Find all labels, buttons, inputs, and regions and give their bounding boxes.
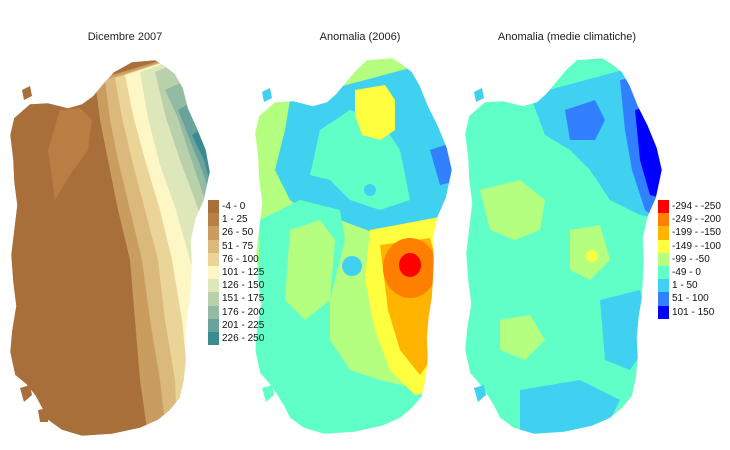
legend-item: 151 - 175: [208, 292, 265, 306]
legend-item: 76 - 100: [208, 252, 264, 266]
legend-label: 151 - 175: [222, 293, 265, 305]
legend-item: -4 - 0: [208, 200, 264, 214]
legend-swatch: [208, 305, 219, 319]
legend-item: 1 - 50: [658, 279, 721, 293]
legend-label: -99 - -50: [672, 253, 710, 265]
legend-swatch: [208, 331, 219, 346]
legend-item: 101 - 150: [658, 305, 721, 319]
legend-swatch: [658, 279, 669, 293]
legend-swatch: [658, 239, 669, 253]
legend-swatch: [208, 279, 219, 293]
legend-item: -294 - -250: [658, 200, 721, 214]
legend-label: -199 - -150: [672, 227, 721, 239]
legend-item: 1 - 25: [208, 213, 264, 227]
legend-item: -99 - -50: [658, 252, 721, 266]
legend-swatch: [658, 292, 669, 306]
legend-label: -149 - -100: [672, 240, 721, 252]
legend-label: 126 - 150: [222, 280, 265, 292]
legend-label: 226 - 250: [222, 332, 265, 344]
legend-label: 76 - 100: [222, 253, 259, 265]
legend-item: -249 - -200: [658, 213, 721, 227]
legend-label: -294 - -250: [672, 201, 721, 213]
legend-swatch: [658, 226, 669, 240]
legend-item: -149 - -100: [658, 239, 721, 253]
legend-label: 201 - 225: [222, 319, 265, 331]
legend-label: 51 - 75: [222, 240, 254, 252]
legend-swatch: [208, 265, 219, 280]
legend-label: 51 - 100: [672, 293, 709, 305]
legend-label: -49 - 0: [672, 267, 701, 279]
anomaly-legend: -294 - -250 -249 - -200 -199 - -150 -149 - …: [658, 200, 721, 319]
legend-item: -49 - 0: [658, 265, 721, 280]
legend-swatch: [208, 318, 219, 332]
legend-label: 101 - 150: [672, 306, 715, 318]
legend-swatch: [208, 239, 219, 253]
legend-item: 226 - 250: [208, 331, 265, 346]
legend-label: -249 - -200: [672, 214, 721, 226]
legend-label: -4 - 0: [222, 201, 246, 213]
legend-swatch: [658, 265, 669, 280]
map-title-anomaly-climate: Anomalia (medie climatiche): [497, 31, 637, 43]
legend-item: 176 - 200: [208, 305, 265, 319]
legend-label: 176 - 200: [222, 306, 265, 318]
legend-swatch: [208, 200, 219, 214]
legend-item: 101 - 125: [208, 265, 265, 280]
legend-label: 1 - 50: [672, 280, 698, 292]
legend-label: 26 - 50: [222, 227, 254, 239]
legend-swatch: [208, 213, 219, 227]
map-title-precipitation: Dicembre 2007: [87, 31, 163, 43]
legend-swatch: [208, 252, 219, 266]
legend-swatch: [208, 226, 219, 240]
legend-item: 26 - 50: [208, 226, 264, 240]
legend-item: 51 - 100: [658, 292, 721, 306]
legend-item: 126 - 150: [208, 279, 265, 293]
legend-item: 51 - 75: [208, 239, 264, 253]
legend-swatch: [658, 213, 669, 227]
legend-label: 101 - 125: [222, 267, 265, 279]
legend-swatch: [658, 200, 669, 214]
legend-swatch: [208, 292, 219, 306]
map-title-anomaly-2006: Anomalia (2006): [319, 31, 401, 43]
legend-item: -199 - -150: [658, 226, 721, 240]
legend-label: 1 - 25: [222, 214, 248, 226]
legend-item: 201 - 225: [208, 318, 265, 332]
legend-swatch: [658, 252, 669, 266]
legend-swatch: [658, 305, 669, 319]
